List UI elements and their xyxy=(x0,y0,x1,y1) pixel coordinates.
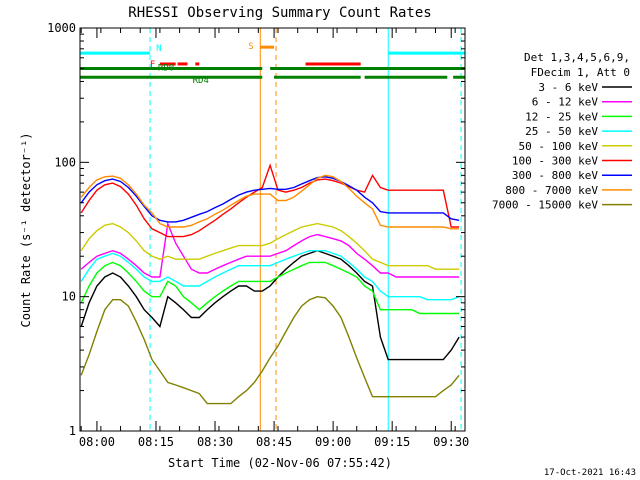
legend-label-7: 800 - 7000 keV xyxy=(505,184,598,197)
series-line-7 xyxy=(80,174,460,230)
legend-label-0: 3 - 6 keV xyxy=(538,81,598,94)
x-tick-label-0830: 08:30 xyxy=(197,435,233,449)
x-tick-label-0815: 08:15 xyxy=(138,435,174,449)
x-tick-label-0800: 08:00 xyxy=(79,435,115,449)
x-axis-label: Start Time (02-Nov-06 07:55:42) xyxy=(168,456,392,470)
state-label-rd4: RD4 xyxy=(193,76,209,86)
axes: 1 10 100 1000 08:00 08:15 08:30 08:45 09:00 09:15… xyxy=(47,21,469,449)
series-line-4 xyxy=(80,222,460,270)
state-label-n: N xyxy=(156,44,161,54)
x-tick-label-0900: 09:00 xyxy=(315,435,351,449)
series-line-8 xyxy=(80,295,460,405)
plot-area: NF S RD0 RD4 xyxy=(80,28,465,431)
state-label-rd0: RD0 xyxy=(158,63,174,73)
y-tick-label-100: 100 xyxy=(54,155,76,169)
generated-timestamp: 17-Oct-2021 16:43 xyxy=(544,468,636,478)
y-tick-label-10: 10 xyxy=(62,290,76,304)
series-line-3 xyxy=(80,249,460,301)
x-tick-label-0915: 09:15 xyxy=(374,435,410,449)
legend: Det 1,3,4,5,6,9, FDecim 1, Att 0 3 - 6 k… xyxy=(492,51,632,212)
x-tick-label-0930: 09:30 xyxy=(433,435,469,449)
legend-label-8: 7000 - 15000 keV xyxy=(492,199,598,212)
state-label-f: F xyxy=(150,60,155,70)
legend-label-5: 100 - 300 keV xyxy=(512,155,598,168)
y-tick-label-1000: 1000 xyxy=(47,21,76,35)
legend-label-6: 300 - 800 keV xyxy=(512,169,598,182)
legend-header-line-2: FDecim 1, Att 0 xyxy=(531,66,630,79)
x-tick-label-0845: 08:45 xyxy=(256,435,292,449)
legend-label-4: 50 - 100 keV xyxy=(519,140,599,153)
y-axis-label: Count Rate (s⁻¹ detector⁻¹) xyxy=(19,132,33,327)
chart-title: RHESSI Observing Summary Count Rates xyxy=(128,5,431,21)
legend-label-2: 12 - 25 keV xyxy=(525,110,598,123)
legend-label-1: 6 - 12 keV xyxy=(532,96,599,109)
state-label-s: S xyxy=(248,42,253,52)
series-line-1 xyxy=(80,220,460,278)
legend-label-3: 25 - 50 keV xyxy=(525,125,598,138)
plot-frame xyxy=(79,27,466,432)
series-line-5 xyxy=(80,163,460,238)
y-tick-label-1: 1 xyxy=(69,424,76,438)
legend-header-line-1: Det 1,3,4,5,6,9, xyxy=(524,51,630,64)
series-line-0 xyxy=(80,249,460,361)
series-line-6 xyxy=(80,176,460,223)
series-line-2 xyxy=(80,261,460,315)
